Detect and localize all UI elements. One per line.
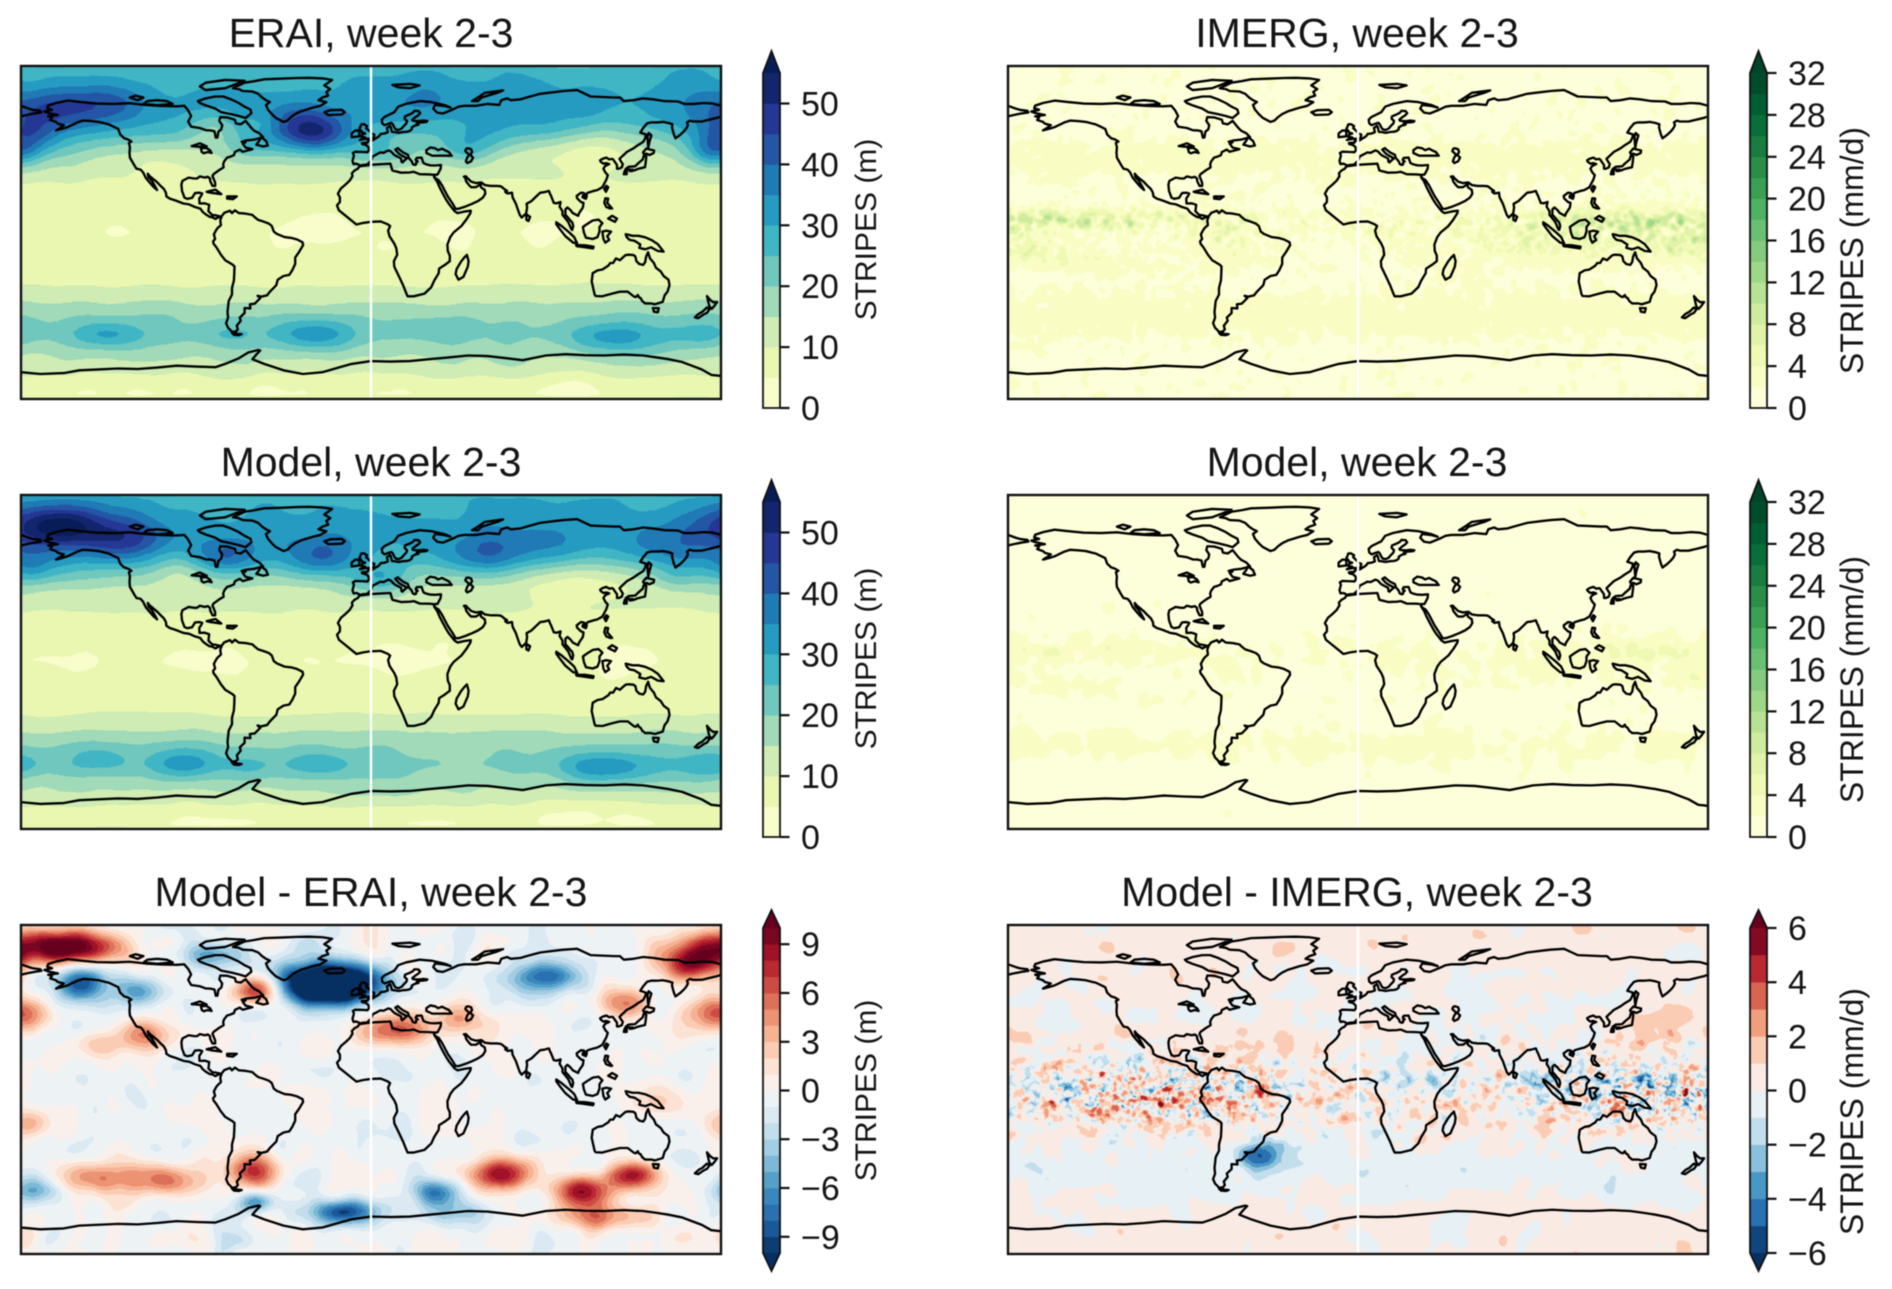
svg-text:−3: −3 [801, 1121, 840, 1159]
svg-text:STRIPES (mm/d): STRIPES (mm/d) [1834, 988, 1870, 1235]
svg-text:28: 28 [1788, 97, 1826, 135]
svg-text:0: 0 [801, 1073, 820, 1111]
svg-text:Model, week 2-3: Model, week 2-3 [221, 439, 522, 485]
svg-text:16: 16 [1788, 652, 1826, 690]
svg-text:8: 8 [1788, 735, 1807, 773]
svg-text:Model - IMERG, week 2-3: Model - IMERG, week 2-3 [1121, 869, 1593, 915]
svg-text:12: 12 [1788, 693, 1826, 731]
svg-text:−9: −9 [801, 1219, 840, 1257]
svg-text:0: 0 [1788, 1073, 1807, 1111]
svg-text:0: 0 [801, 390, 820, 428]
svg-text:0: 0 [801, 819, 820, 857]
svg-text:STRIPES (mm/d): STRIPES (mm/d) [1834, 127, 1870, 374]
svg-text:20: 20 [1788, 181, 1826, 219]
svg-text:32: 32 [1788, 484, 1826, 522]
svg-text:Model, week 2-3: Model, week 2-3 [1207, 439, 1508, 485]
svg-text:IMERG, week 2-3: IMERG, week 2-3 [1195, 10, 1519, 56]
svg-text:6: 6 [801, 975, 820, 1013]
svg-text:−2: −2 [1788, 1127, 1827, 1165]
svg-text:10: 10 [801, 329, 839, 367]
svg-text:Model - ERAI, week 2-3: Model - ERAI, week 2-3 [155, 869, 588, 915]
svg-text:20: 20 [1788, 610, 1826, 648]
svg-text:28: 28 [1788, 526, 1826, 564]
svg-text:24: 24 [1788, 568, 1826, 606]
svg-text:40: 40 [801, 575, 839, 613]
svg-text:STRIPES (m): STRIPES (m) [850, 568, 883, 750]
svg-text:6: 6 [1788, 910, 1807, 948]
svg-text:10: 10 [801, 758, 839, 796]
svg-text:−6: −6 [801, 1170, 840, 1208]
svg-text:50: 50 [801, 515, 839, 553]
svg-text:30: 30 [801, 207, 839, 245]
svg-text:8: 8 [1788, 306, 1807, 344]
svg-text:30: 30 [801, 636, 839, 674]
svg-text:20: 20 [801, 697, 839, 735]
svg-text:9: 9 [801, 926, 820, 964]
svg-text:4: 4 [1788, 777, 1807, 815]
svg-text:16: 16 [1788, 223, 1826, 261]
svg-text:STRIPES (m): STRIPES (m) [850, 1000, 883, 1182]
svg-text:4: 4 [1788, 348, 1807, 386]
svg-text:50: 50 [801, 86, 839, 124]
svg-text:−6: −6 [1788, 1235, 1827, 1273]
svg-text:24: 24 [1788, 139, 1826, 177]
svg-text:STRIPES (mm/d): STRIPES (mm/d) [1834, 556, 1870, 803]
svg-text:20: 20 [801, 268, 839, 306]
svg-text:ERAI, week 2-3: ERAI, week 2-3 [229, 10, 514, 56]
svg-text:−4: −4 [1788, 1181, 1827, 1219]
svg-text:12: 12 [1788, 264, 1826, 302]
svg-text:32: 32 [1788, 55, 1826, 93]
svg-text:2: 2 [1788, 1018, 1807, 1056]
svg-text:STRIPES (m): STRIPES (m) [850, 139, 883, 321]
svg-text:0: 0 [1788, 390, 1807, 428]
svg-text:0: 0 [1788, 819, 1807, 857]
svg-text:40: 40 [801, 146, 839, 184]
svg-text:4: 4 [1788, 964, 1807, 1002]
svg-text:3: 3 [801, 1024, 820, 1062]
